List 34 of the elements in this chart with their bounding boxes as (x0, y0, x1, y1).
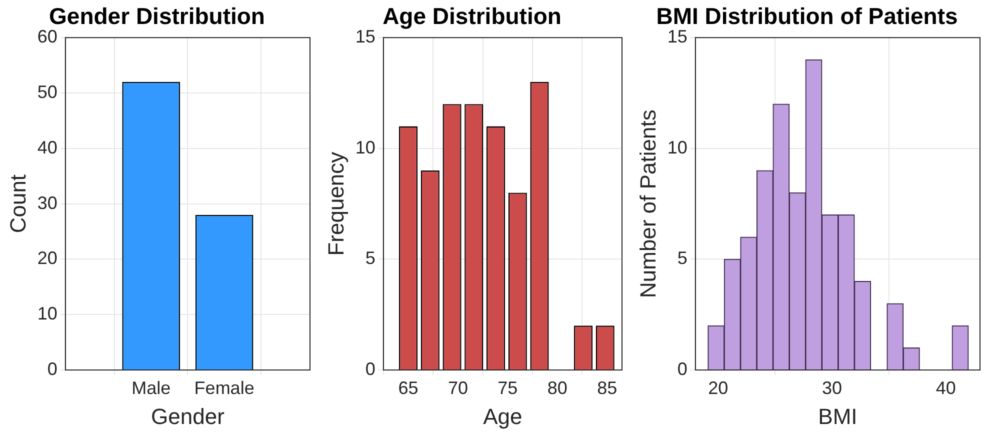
x-axis-title: Gender (151, 404, 224, 429)
y-tick-label: 0 (677, 358, 688, 379)
x-axis-title: BMI (818, 404, 858, 429)
x-tick-label: 80 (547, 378, 568, 398)
y-tick-label: 0 (47, 358, 58, 379)
x-tick-label: 65 (398, 378, 418, 398)
y-tick-label: 60 (37, 26, 58, 47)
x-tick-label: Male (132, 378, 171, 398)
x-axis-title: Age (483, 404, 522, 429)
y-tick-label: 50 (37, 82, 58, 102)
y-tick-label: 10 (355, 137, 376, 158)
x-tick-label: 30 (822, 378, 842, 398)
y-axis-title: Frequency (323, 152, 348, 256)
chart-title: Gender Distribution (49, 3, 265, 30)
y-tick-label: 30 (37, 192, 58, 213)
x-tick-label: 75 (498, 378, 518, 398)
y-tick-label: 40 (37, 137, 58, 158)
y-axis-title: Number of Patients (635, 110, 660, 298)
y-tick-label: 15 (667, 26, 688, 47)
chart-title: Age Distribution (382, 3, 562, 30)
y-tick-label: 0 (365, 358, 376, 379)
y-axis-title: Count (5, 174, 30, 234)
y-tick-label: 15 (355, 26, 376, 47)
y-tick-label: 5 (365, 248, 376, 268)
x-tick-label: 70 (448, 378, 468, 398)
y-tick-label: 20 (37, 248, 58, 268)
y-tick-label: 10 (667, 137, 688, 158)
x-tick-label: Female (194, 378, 254, 398)
y-tick-label: 5 (677, 248, 688, 268)
y-tick-label: 10 (37, 304, 58, 324)
x-tick-label: 20 (708, 378, 728, 398)
chart-title: BMI Distribution of Patients (656, 3, 958, 30)
x-tick-label: 85 (597, 378, 618, 398)
x-tick-label: 40 (936, 378, 956, 398)
